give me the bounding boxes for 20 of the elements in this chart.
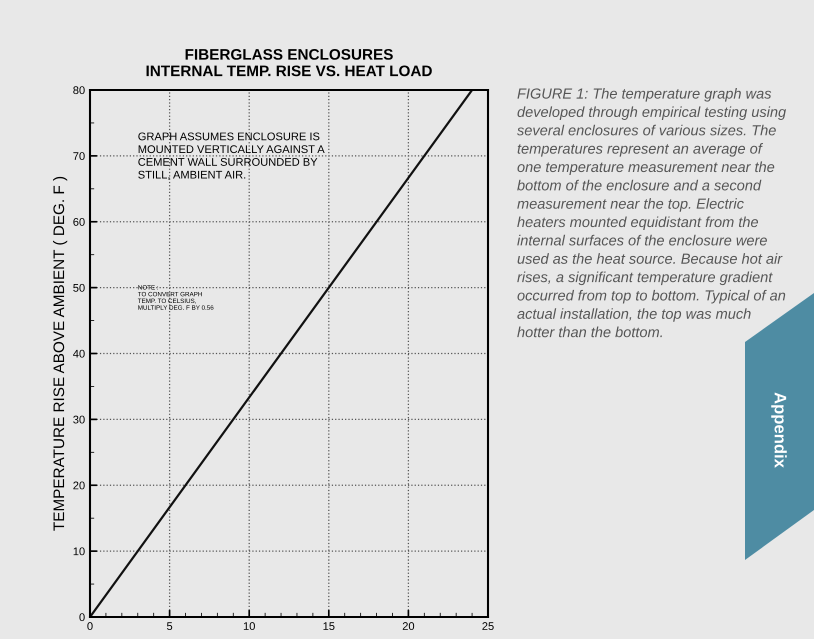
x-tick-label: 0 xyxy=(87,622,93,630)
y-tick-label: 70 xyxy=(73,152,85,160)
annotation: GRAPH ASSUMES ENCLOSURE IS MOUNTED VERTICALLY AGAINST A CEMENT WALL SURROUNDED BY STILL, AMBIENT AIR. xyxy=(138,132,325,180)
y-tick-label: 20 xyxy=(73,482,85,490)
y-tick-label: 80 xyxy=(73,86,85,94)
y-tick-label: 50 xyxy=(73,284,85,292)
x-tick-label: 10 xyxy=(244,622,255,630)
x-tick-label: 20 xyxy=(402,622,414,630)
y-tick-label: 0 xyxy=(79,613,85,622)
text: Appendix xyxy=(771,392,787,468)
y-tick-label: 60 xyxy=(73,218,85,226)
x-tick-label: 5 xyxy=(166,622,172,630)
y-tick-label: 10 xyxy=(74,547,85,556)
y-tick-label: 40 xyxy=(73,350,85,358)
y-tick-label: 30 xyxy=(73,416,85,424)
y-axis-title: TEMPERATURE RISE ABOVE AMBIENT ( DEG. F ) xyxy=(52,176,68,531)
chart-title: FIBERGLASS ENCLOSURES INTERNAL TEMP. RISE VS. HEAT LOAD xyxy=(146,48,432,76)
text: FIGURE 1: The temperature graph was developed through empirical testing using several enclosures of various sizes. The temperatures represent an average of one temperature measurement near the bottom of the enclosure and a second measurement near the top. Electric heaters mounted equidistant from the internal surfaces of the enclosure were used as the heat source. Because hot air rises, a significant temperature gradient occurred from top to bottom. Typical of an actual installation, the top was much hotter than the bottom. xyxy=(517,88,786,338)
x-tick-label: 15 xyxy=(323,622,335,630)
x-tick-label: 25 xyxy=(482,622,494,630)
